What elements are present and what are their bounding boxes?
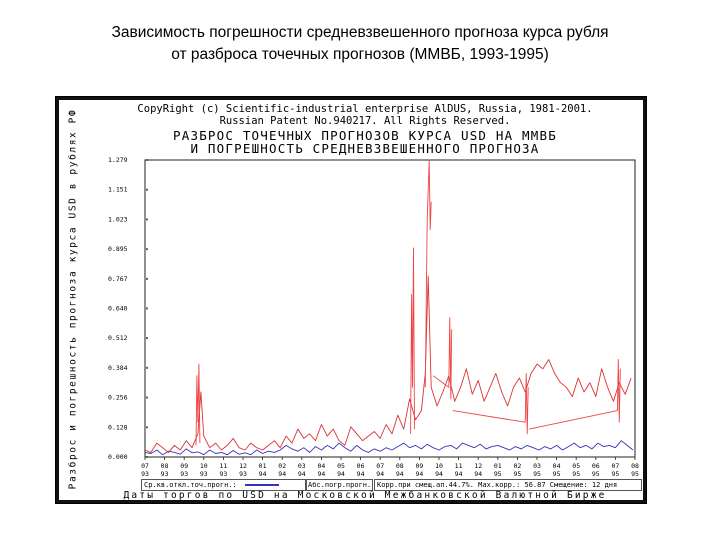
- x-tick-label-month: 04: [553, 462, 561, 470]
- copyright-line2: Russian Patent No.940217. All Rights Res…: [219, 115, 511, 127]
- y-tick-label: 0.384: [108, 364, 128, 372]
- y-tick-mark: [146, 337, 148, 340]
- x-tick-label-year: 94: [396, 470, 404, 478]
- x-tick-label-month: 05: [337, 462, 345, 470]
- y-tick-label: 0.256: [108, 394, 128, 402]
- chart-frame: [55, 96, 647, 504]
- legend-label-abs-error: Абс.погр.прогн.:: [308, 481, 373, 489]
- y-tick-mark: [146, 426, 148, 429]
- x-tick-label-month: 02: [278, 462, 286, 470]
- x-tick-label-month: 07: [611, 462, 619, 470]
- x-tick-label-year: 95: [513, 470, 521, 478]
- series-line-0: [144, 440, 634, 456]
- y-tick-mark: [146, 307, 148, 310]
- x-tick-label-month: 10: [435, 462, 443, 470]
- legend-label-correlation: Корр.при смещ.ап.44.7%. Мах.корр.: 56.87…: [377, 481, 618, 489]
- x-tick-label-year: 94: [357, 470, 365, 478]
- x-tick-label-year: 94: [474, 470, 482, 478]
- legend-item-std-dev: Ср.кв.откл.точ.прогн.:: [141, 479, 307, 491]
- y-tick-label: 0.512: [108, 334, 128, 342]
- series-line-1: [144, 275, 632, 453]
- y-tick-label: 1.023: [108, 215, 128, 223]
- x-tick-label-year: 93: [239, 470, 247, 478]
- x-tick-label-year: 94: [337, 470, 345, 478]
- legend-label-std-dev: Ср.кв.откл.точ.прогн.:: [144, 481, 237, 489]
- legend-item-correlation: Корр.при смещ.ап.44.7%. Мах.корр.: 56.87…: [374, 479, 642, 491]
- x-tick-label-year: 94: [455, 470, 463, 478]
- slide-title-line2: от разброса точечных прогнозов (ММВБ, 19…: [171, 46, 549, 63]
- x-tick-label-month: 11: [455, 462, 463, 470]
- x-tick-label-year: 93: [219, 470, 227, 478]
- y-tick-mark: [146, 456, 148, 458]
- x-tick-label-month: 01: [259, 462, 267, 470]
- legend-item-abs-error: Абс.погр.прогн.:: [305, 479, 373, 491]
- x-tick-label-month: 06: [357, 462, 365, 470]
- y-tick-label: 0.640: [108, 304, 128, 312]
- x-tick-label-month: 01: [494, 462, 502, 470]
- x-tick-label-year: 94: [317, 470, 325, 478]
- series-line-2: [195, 159, 621, 446]
- x-tick-label-year: 94: [376, 470, 384, 478]
- x-tick-label-year: 94: [435, 470, 443, 478]
- plot-area-border: [144, 159, 636, 458]
- y-tick-label: 0.767: [108, 275, 128, 283]
- x-tick-label-year: 95: [553, 470, 561, 478]
- x-tick-label-month: 05: [572, 462, 580, 470]
- chart-title-line2: И ПОГРЕШНОСТЬ СРЕДНЕВЗВЕШЕННОГО ПРОГНОЗА: [190, 141, 540, 156]
- x-tick-label-year: 93: [161, 470, 169, 478]
- x-tick-label-month: 12: [474, 462, 482, 470]
- x-tick-label-year: 95: [631, 470, 639, 478]
- x-tick-label-month: 03: [298, 462, 306, 470]
- legend-swatch-std-dev: [244, 484, 279, 486]
- x-tick-label-month: 12: [239, 462, 247, 470]
- x-tick-label-month: 08: [396, 462, 404, 470]
- x-tick-label-year: 95: [494, 470, 502, 478]
- copyright-line1: CopyRight (c) Scientific-industrial ente…: [137, 103, 593, 115]
- x-tick-label-month: 04: [317, 462, 325, 470]
- x-tick-label-year: 93: [180, 470, 188, 478]
- x-tick-label-month: 09: [415, 462, 423, 470]
- x-tick-label-month: 07: [141, 462, 149, 470]
- y-tick-mark: [146, 218, 148, 221]
- x-tick-label-year: 95: [533, 470, 541, 478]
- x-tick-label-month: 08: [631, 462, 639, 470]
- y-tick-label: 1.279: [108, 156, 128, 164]
- x-tick-label-month: 11: [219, 462, 227, 470]
- slide-title-line1: Зависимость погрешности средневзвешенног…: [111, 24, 609, 41]
- y-tick-mark: [146, 366, 148, 369]
- x-tick-label-month: 09: [180, 462, 188, 470]
- y-tick-mark: [146, 248, 148, 251]
- y-tick-label: 0.895: [108, 245, 128, 253]
- y-tick-mark: [146, 277, 148, 280]
- x-tick-label-month: 07: [376, 462, 384, 470]
- x-tick-label-month: 06: [592, 462, 600, 470]
- x-tick-label-month: 10: [200, 462, 208, 470]
- x-tick-label-month: 03: [533, 462, 541, 470]
- y-tick-mark: [146, 159, 148, 161]
- x-tick-label-year: 94: [259, 470, 267, 478]
- x-tick-label-year: 94: [278, 470, 286, 478]
- slide-title: Зависимость погрешности средневзвешенног…: [0, 22, 720, 66]
- chart-title-line1: РАЗБРОС ТОЧЕЧНЫХ ПРОГНОЗОВ КУРСА USD НА …: [173, 128, 557, 143]
- x-tick-label-year: 94: [415, 470, 423, 478]
- x-tick-label-year: 95: [592, 470, 600, 478]
- x-tick-label-year: 95: [572, 470, 580, 478]
- y-tick-label: 0.000: [108, 453, 128, 461]
- y-tick-mark: [146, 188, 148, 191]
- y-tick-label: 1.151: [108, 186, 128, 194]
- x-axis-title: Даты торгов по USD на Московской Межбанк…: [123, 490, 607, 501]
- x-tick-label-year: 94: [298, 470, 306, 478]
- x-tick-label-year: 95: [611, 470, 619, 478]
- x-tick-label-year: 93: [141, 470, 149, 478]
- x-tick-label-month: 02: [513, 462, 521, 470]
- y-tick-label: 0.128: [108, 423, 128, 431]
- y-tick-mark: [146, 396, 148, 399]
- x-tick-label-month: 08: [161, 462, 169, 470]
- x-tick-label-year: 93: [200, 470, 208, 478]
